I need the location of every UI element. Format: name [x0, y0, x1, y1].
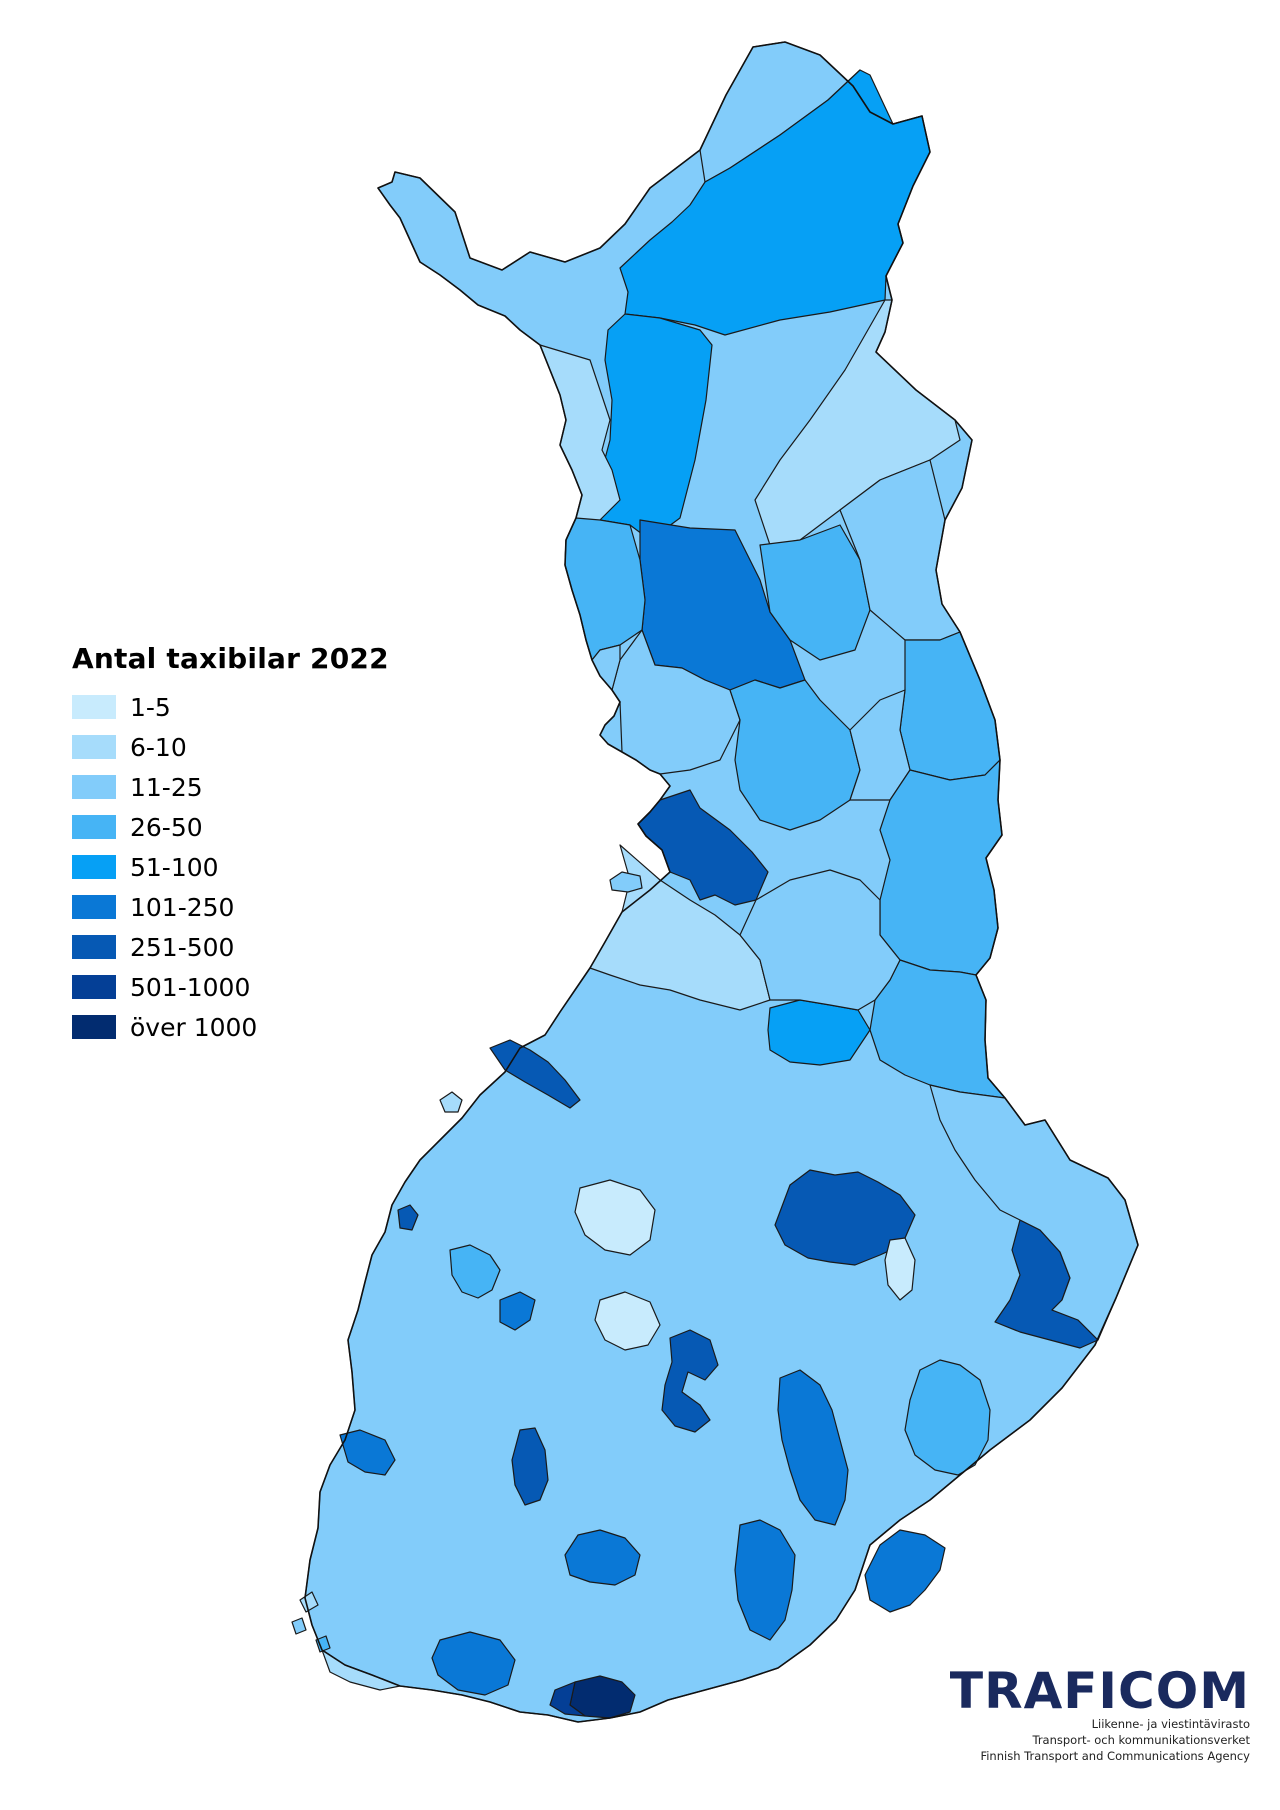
- region-pelkosenniemi: [759, 524, 871, 661]
- legend-label: 251-500: [130, 932, 235, 962]
- legend-label: 26-50: [130, 812, 203, 842]
- region-lahti: [564, 1529, 641, 1586]
- region-kuusamo: [879, 759, 1003, 976]
- region-south-light: [594, 1291, 661, 1351]
- legend-row: 11-25: [72, 767, 389, 807]
- legend-row: 26-50: [72, 807, 389, 847]
- region-tampere: [449, 1244, 501, 1299]
- legend-label: 101-250: [130, 892, 235, 922]
- region-kemijarvi-east: [899, 631, 1001, 781]
- legend-label: 11-25: [130, 772, 203, 802]
- region-mikkeli: [777, 1369, 849, 1526]
- island-archipelago-3: [315, 1635, 331, 1653]
- legend-swatch: [72, 775, 116, 799]
- legend-rows: 1-5 6-10 11-25 26-50 51-100 101-250 251-500 501…: [72, 687, 389, 1047]
- logo-line-en: Finnish Transport and Communications Age…: [980, 1749, 1250, 1763]
- region-pori: [339, 1429, 396, 1476]
- region-jyvaskyla: [661, 1329, 719, 1433]
- legend-swatch: [72, 935, 116, 959]
- legend-row: 501-1000: [72, 967, 389, 1007]
- map-legend: Antal taxibilar 2022 1-5 6-10 11-25 26-50 51…: [72, 642, 389, 1047]
- legend-row: 251-500: [72, 927, 389, 967]
- legend-swatch: [72, 815, 116, 839]
- region-central-light: [574, 1179, 656, 1256]
- legend-row: 101-250: [72, 887, 389, 927]
- legend-label: 1-5: [130, 692, 171, 722]
- legend-row: 1-5: [72, 687, 389, 727]
- legend-row: 51-100: [72, 847, 389, 887]
- legend-swatch: [72, 975, 116, 999]
- legend-row: över 1000: [72, 1007, 389, 1047]
- region-inari: [619, 69, 931, 336]
- region-kainuu-west: [739, 869, 901, 1011]
- legend-label: 501-1000: [130, 972, 251, 1002]
- region-vaasa: [397, 1204, 419, 1231]
- region-hameenlinna: [511, 1427, 549, 1506]
- region-kalajoki: [499, 1291, 536, 1331]
- legend-row: 6-10: [72, 727, 389, 767]
- traficom-wordmark-text: TRAFICOM: [950, 1662, 1250, 1716]
- traficom-wordmark: TRAFICOM: [950, 1662, 1250, 1716]
- legend-title: Antal taxibilar 2022: [72, 642, 389, 675]
- finland-outline: [304, 41, 1139, 1723]
- legend-swatch: [72, 695, 116, 719]
- legend-label: över 1000: [130, 1012, 258, 1042]
- legend-label: 6-10: [130, 732, 187, 762]
- region-turku: [431, 1631, 516, 1696]
- island-archipelago-2: [291, 1617, 307, 1635]
- region-savonlinna: [904, 1359, 991, 1476]
- legend-swatch: [72, 895, 116, 919]
- logo-line-sv: Transport- och kommunikationsverket: [1032, 1733, 1250, 1747]
- island-replot: [439, 1091, 463, 1113]
- region-lappeenranta: [864, 1529, 946, 1613]
- legend-label: 51-100: [130, 852, 219, 882]
- legend-swatch: [72, 735, 116, 759]
- traficom-logo: TRAFICOM Liikenne- ja viestintävirasto T…: [950, 1660, 1250, 1764]
- legend-swatch: [72, 1015, 116, 1039]
- logo-line-fi: Liikenne- ja viestintävirasto: [1091, 1717, 1250, 1731]
- region-espoo-vantaa: [549, 1681, 586, 1717]
- legend-swatch: [72, 855, 116, 879]
- island-hailuoto: [609, 871, 643, 893]
- region-siilinjarvi: [884, 1237, 916, 1301]
- region-kouvola: [734, 1519, 796, 1641]
